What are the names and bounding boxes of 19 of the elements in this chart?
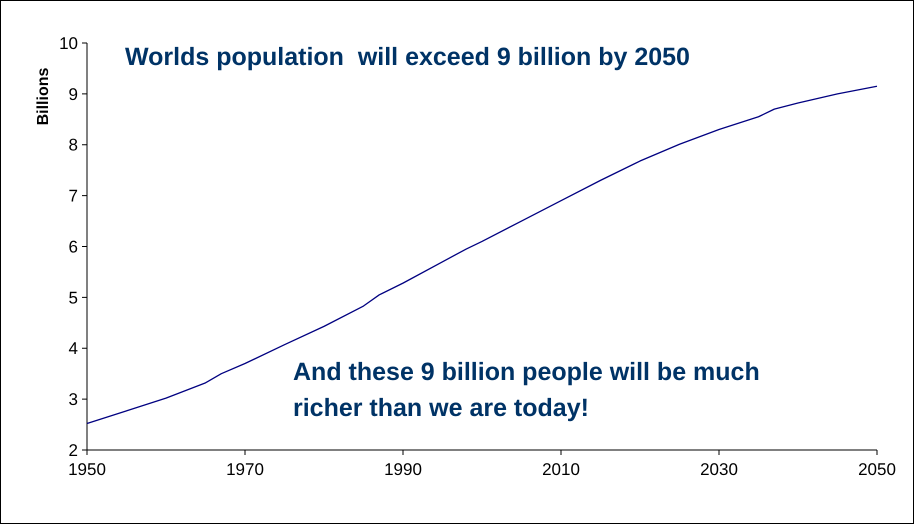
y-tick-label: 5 (68, 288, 78, 308)
y-tick-label: 3 (68, 390, 78, 410)
y-tick-label: 9 (68, 84, 78, 104)
y-tick-label: 2 (68, 440, 78, 460)
x-tick-label: 1990 (384, 460, 422, 479)
y-tick-label: 7 (68, 186, 78, 206)
chart-title: Worlds population will exceed 9 billion by 2050 (125, 43, 690, 71)
x-tick-label: 2030 (700, 460, 738, 479)
y-tick-label: 10 (59, 34, 78, 53)
annotation: And these 9 billion people will be much richer than we are today! (293, 358, 760, 422)
y-axis-title: Billions (35, 68, 52, 126)
x-tick-label: 2050 (858, 460, 896, 479)
y-tick-label: 8 (68, 136, 78, 155)
y-tick-label: 6 (68, 237, 78, 256)
line-series (86, 86, 878, 424)
x-tick-label: 1970 (226, 460, 264, 479)
y-tick-label: 4 (68, 339, 78, 358)
x-tick-label: 1950 (68, 460, 106, 479)
x-tick-label: 2010 (542, 460, 580, 479)
